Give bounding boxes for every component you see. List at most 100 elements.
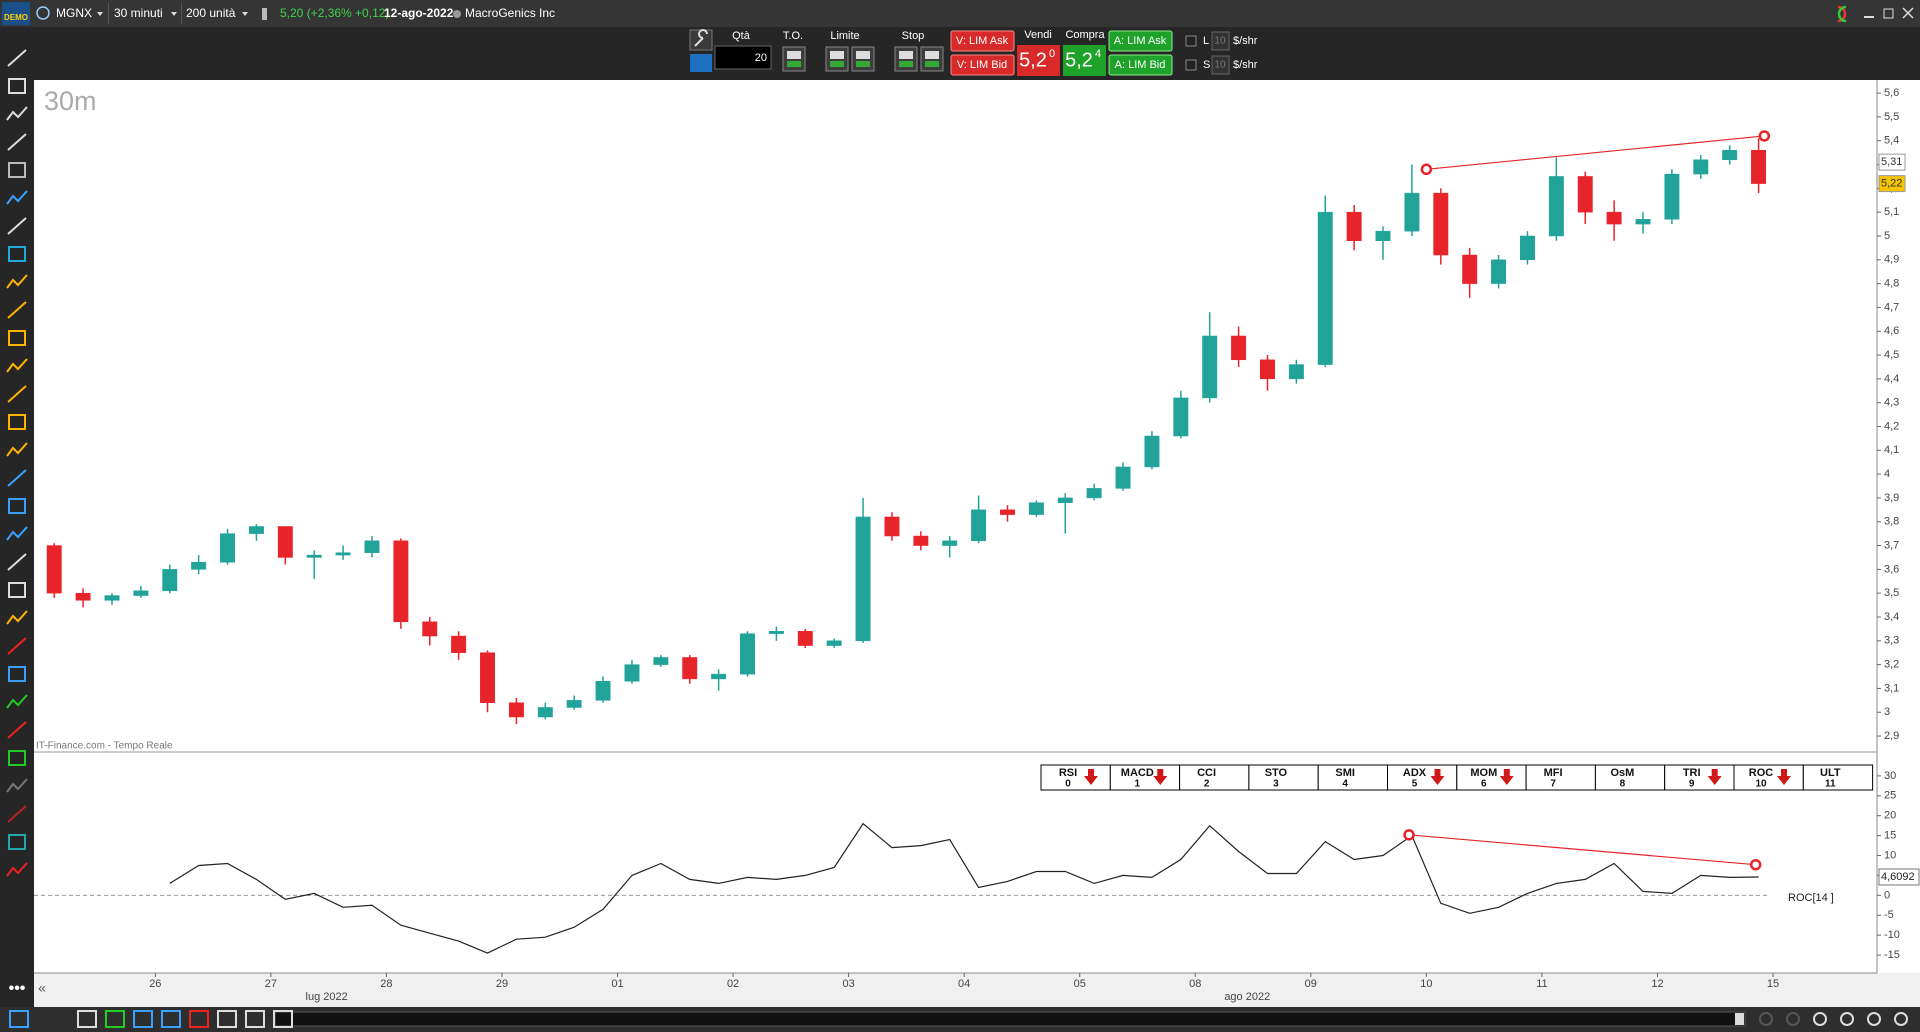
tool-icon[interactable]	[7, 385, 27, 403]
indicator-key[interactable]: 4	[1342, 779, 1348, 790]
indicator-key[interactable]: 2	[1204, 779, 1210, 790]
sync-icon[interactable]	[1837, 5, 1847, 23]
zoom-icon[interactable]	[1759, 1012, 1773, 1026]
indicator-key[interactable]: 0	[1065, 779, 1071, 790]
scrollbar[interactable]	[274, 1011, 1746, 1027]
short-qty[interactable]: 10	[1214, 60, 1226, 71]
symbol-icon[interactable]	[36, 6, 50, 20]
sell-price[interactable]: 5,2	[1019, 49, 1047, 71]
buy-lim-ask-button[interactable]	[1108, 30, 1173, 52]
long-checkbox[interactable]	[1185, 35, 1197, 47]
zoom-icon[interactable]	[1840, 1012, 1854, 1026]
tool-icon[interactable]	[8, 834, 26, 850]
trendline-handle[interactable]	[1420, 163, 1433, 176]
indicator-name[interactable]: ROC	[1749, 767, 1774, 779]
dropdown-arrow[interactable]	[97, 12, 103, 16]
tool-icon[interactable]	[6, 610, 28, 625]
restore-button[interactable]	[1883, 8, 1894, 19]
indicator-name[interactable]: MFI	[1544, 767, 1563, 779]
bottom-tool-icon[interactable]	[9, 1010, 29, 1028]
indicator-name[interactable]: RSI	[1059, 767, 1077, 779]
tool-icon[interactable]	[7, 469, 27, 487]
sync-icon[interactable]	[1837, 5, 1847, 23]
indicator-tab[interactable]	[1802, 764, 1874, 791]
qty-value[interactable]: 20	[755, 52, 767, 64]
indicator-name[interactable]: SMI	[1335, 767, 1355, 779]
bottom-tool-icon[interactable]	[161, 1010, 181, 1028]
tool-icon[interactable]	[6, 106, 28, 121]
more-button[interactable]: •••	[9, 980, 26, 997]
tool-icon[interactable]	[8, 414, 26, 430]
tool-icon[interactable]	[7, 805, 27, 823]
buy-lim-bid-button[interactable]	[1108, 54, 1173, 76]
buy-price[interactable]: 5,2	[1065, 49, 1093, 71]
sell-lim-ask-button[interactable]	[950, 30, 1015, 52]
sell-price-sup[interactable]: 0	[1049, 48, 1055, 60]
tool-icon[interactable]	[7, 217, 27, 235]
dropdown-arrow[interactable]	[171, 12, 177, 16]
close-button[interactable]	[1902, 7, 1914, 19]
trendline-handle[interactable]	[1749, 858, 1762, 871]
zoom-icon[interactable]	[1867, 1012, 1881, 1026]
bottom-tool-icon[interactable]	[245, 1010, 265, 1028]
tool-icon[interactable]	[6, 778, 28, 793]
indicator-name[interactable]: CCI	[1197, 767, 1216, 779]
indicator-key[interactable]: 3	[1273, 779, 1279, 790]
qty-input[interactable]	[714, 45, 772, 70]
collapse-button[interactable]: «	[38, 980, 46, 996]
indicator-key[interactable]: 11	[1825, 779, 1836, 790]
sell-lim-bid[interactable]: V: LIM Bid	[957, 59, 1007, 71]
sell-lim-bid-button[interactable]	[950, 54, 1015, 76]
tool-icon[interactable]	[6, 190, 28, 205]
indicator-key[interactable]: 5	[1412, 779, 1418, 790]
bottom-tool-icon[interactable]	[105, 1010, 125, 1028]
tool-icon[interactable]	[6, 526, 28, 541]
buy-button[interactable]	[1063, 45, 1106, 76]
indicator-key[interactable]: 8	[1620, 779, 1626, 790]
long-qty-input[interactable]	[1211, 31, 1230, 51]
indicator-name[interactable]: MACD	[1121, 767, 1154, 779]
tool-icon[interactable]	[6, 694, 28, 709]
tool-icon[interactable]	[8, 750, 26, 766]
indicator-tab[interactable]	[1525, 764, 1596, 791]
tool-icon[interactable]	[7, 553, 27, 571]
indicator-name[interactable]: OsM	[1610, 767, 1634, 779]
tool-icon[interactable]	[8, 78, 26, 94]
indicator-name[interactable]: ADX	[1403, 767, 1427, 779]
indicator-key[interactable]: 10	[1755, 779, 1767, 790]
zoom-icon[interactable]	[1894, 1012, 1908, 1026]
indicator-name[interactable]: TRI	[1683, 767, 1701, 779]
short-qty-input[interactable]	[1211, 55, 1230, 75]
indicator-tab[interactable]	[1387, 764, 1458, 791]
indicator-tab[interactable]	[1317, 764, 1388, 791]
tool-icon[interactable]	[7, 133, 27, 151]
tool-icon[interactable]	[8, 666, 26, 682]
bottom-tool-icon[interactable]	[189, 1010, 209, 1028]
trendline-handle[interactable]	[1403, 829, 1415, 841]
indicator-key[interactable]: 6	[1481, 779, 1487, 790]
scrollbar-thumb[interactable]	[1735, 1013, 1744, 1025]
trendline-handle[interactable]	[1758, 130, 1771, 142]
bottom-tool-icon[interactable]	[77, 1010, 97, 1028]
tool-icon[interactable]	[8, 582, 26, 598]
buy-price-sup[interactable]: 4	[1095, 48, 1101, 60]
indicator-tab[interactable]	[1456, 764, 1527, 791]
tool-icon[interactable]	[8, 498, 26, 514]
keyboard-button[interactable]	[690, 54, 712, 72]
timeframe-select[interactable]: 30 minuti	[114, 6, 163, 20]
tool-icon[interactable]	[7, 49, 27, 67]
buy-lim-ask[interactable]: A: LIM Ask	[1114, 35, 1167, 47]
sell-button[interactable]	[1017, 45, 1060, 76]
indicator-key[interactable]: 1	[1135, 779, 1141, 790]
tool-icon[interactable]	[6, 862, 28, 877]
tool-icon[interactable]	[8, 330, 26, 346]
bottom-tool-icon[interactable]	[273, 1010, 293, 1028]
indicator-key[interactable]: 9	[1689, 779, 1695, 790]
tool-icon[interactable]	[6, 442, 28, 457]
zoom-icon[interactable]	[1813, 1012, 1827, 1026]
indicator-name[interactable]: ULT	[1820, 767, 1841, 779]
tool-icon[interactable]	[7, 721, 27, 739]
indicator-name[interactable]: MOM	[1470, 767, 1497, 779]
tool-icon[interactable]	[6, 274, 28, 289]
symbol-select[interactable]: MGNX	[56, 6, 92, 20]
